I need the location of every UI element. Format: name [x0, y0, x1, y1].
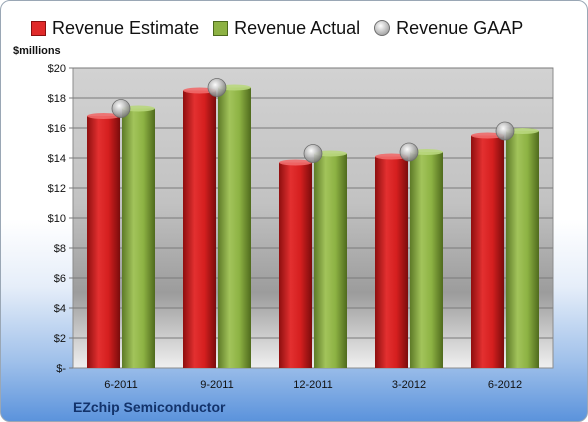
legend-item-actual: Revenue Actual: [213, 18, 360, 39]
bar-revenue-actual: [506, 131, 539, 368]
x-tick-label: 12-2011: [293, 379, 333, 391]
x-tick-label: 6-2011: [104, 379, 137, 391]
bar-revenue-estimate: [183, 90, 216, 368]
legend-label-estimate: Revenue Estimate: [52, 17, 200, 38]
marker-revenue-gaap: [399, 142, 419, 162]
legend-swatch-actual: [213, 20, 229, 36]
y-tick-label: $12: [48, 183, 66, 195]
bar-revenue-actual: [314, 153, 347, 368]
marker-revenue-gaap: [111, 99, 131, 118]
y-tick-label: $-: [56, 363, 66, 375]
legend-swatch-estimate: [31, 20, 46, 36]
x-tick-label: 6-2012: [488, 379, 522, 391]
y-axis-unit-label: $millions: [13, 45, 61, 57]
bar-revenue-actual: [218, 87, 251, 368]
y-tick-label: $2: [54, 333, 66, 345]
y-tick-label: $6: [54, 273, 66, 285]
bar-revenue-estimate-cap: [87, 113, 120, 119]
legend-label-gaap: Revenue GAAP: [396, 17, 524, 38]
bar-revenue-actual: [122, 108, 155, 368]
bar-revenue-estimate: [279, 162, 312, 368]
bar-revenue-estimate: [87, 116, 120, 368]
y-tick-label: $8: [54, 243, 66, 255]
marker-revenue-gaap: [495, 121, 515, 141]
bar-revenue-estimate-cap: [279, 159, 312, 166]
bar-revenue-estimate-cap: [375, 153, 408, 160]
x-tick-label: 9-2011: [200, 379, 233, 391]
bar-revenue-estimate: [375, 156, 408, 368]
y-tick-label: $4: [54, 303, 66, 315]
legend-item-gaap: Revenue GAAP: [374, 18, 523, 39]
y-tick-label: $14: [48, 153, 66, 165]
y-tick-label: $16: [48, 123, 66, 135]
y-tick-label: $10: [48, 213, 66, 225]
y-tick-label: $20: [48, 63, 66, 75]
marker-revenue-gaap: [303, 144, 323, 163]
y-tick-label: $18: [48, 93, 66, 105]
chart-legend: Revenue Estimate Revenue Actual Revenue …: [31, 15, 523, 41]
company-name: EZchip Semiconductor: [73, 399, 226, 415]
legend-item-estimate: Revenue Estimate: [31, 18, 199, 39]
marker-revenue-gaap: [207, 78, 227, 97]
x-tick-label: 3-2012: [392, 379, 426, 391]
legend-swatch-gaap: [374, 20, 391, 36]
bar-revenue-estimate-cap: [471, 132, 504, 139]
legend-label-actual: Revenue Actual: [234, 17, 361, 38]
bar-revenue-actual: [410, 152, 443, 368]
bar-revenue-estimate: [471, 135, 504, 368]
